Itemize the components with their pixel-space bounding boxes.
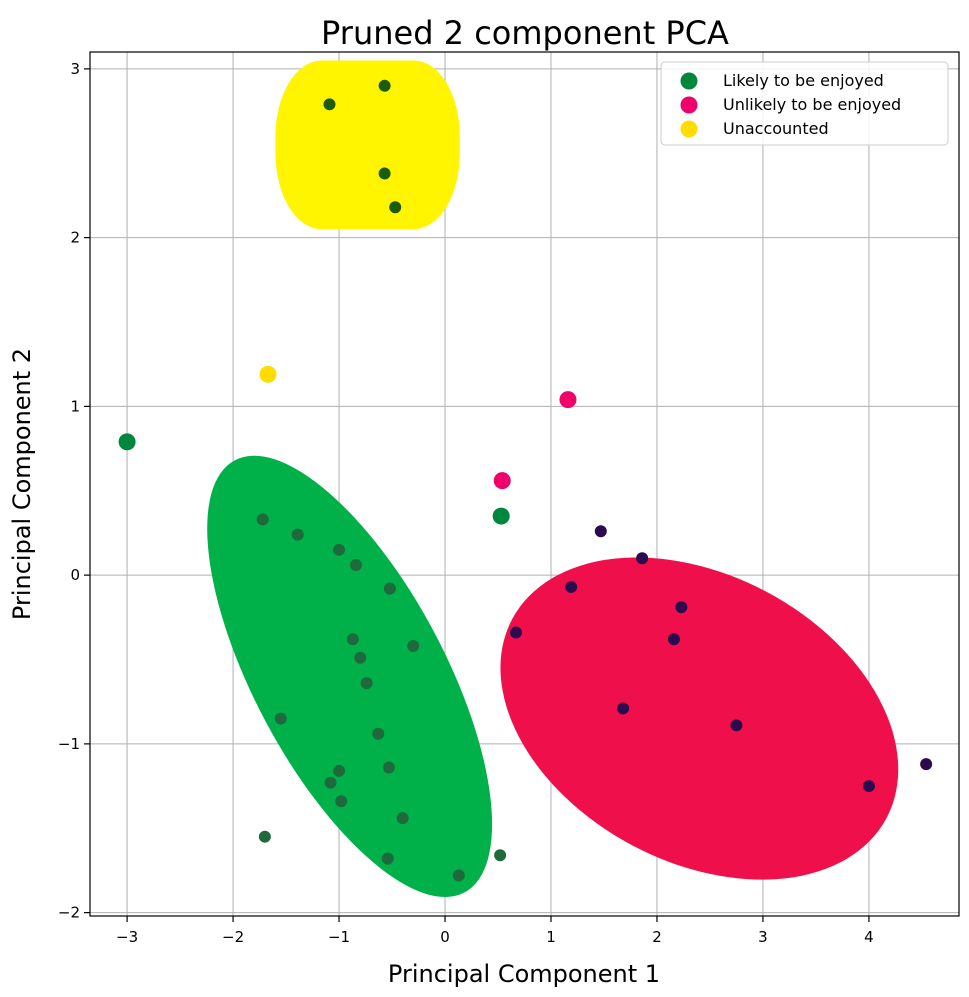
scatter-point: [493, 472, 511, 490]
scatter-point: [256, 513, 269, 526]
axis-ticks: −3 −2 −1 0 1 2 3 4 −2 −1 0 1 2 3: [58, 60, 874, 946]
legend-label: Likely to be enjoyed: [723, 71, 884, 90]
plot-frame: [89, 51, 960, 917]
scatter-point: [378, 79, 391, 92]
scatter-point: [354, 651, 367, 664]
scatter-point: [259, 365, 277, 383]
scatter-point: [324, 776, 337, 789]
y-tick-label: 3: [70, 60, 80, 78]
scatter-point: [258, 830, 271, 843]
scatter-point: [346, 633, 359, 646]
x-tick-label: 4: [864, 928, 874, 946]
legend: Likely to be enjoyed Unlikely to be enjoy…: [660, 61, 949, 146]
x-tick-label: 0: [440, 928, 450, 946]
x-tick-label: −2: [222, 928, 244, 946]
x-tick-label: −3: [116, 928, 138, 946]
scatter-point: [452, 869, 465, 882]
scatter-point: [335, 795, 348, 808]
scatter-point: [920, 758, 933, 771]
cluster-region: [207, 455, 493, 898]
y-tick-label: 1: [70, 397, 80, 415]
scatter-point: [372, 727, 385, 740]
scatter-point: [274, 712, 287, 725]
cluster-region: [500, 557, 899, 880]
legend-box: [660, 61, 949, 146]
x-tick-label: 2: [652, 928, 662, 946]
legend-marker: [680, 72, 698, 90]
cluster-region: [275, 60, 460, 230]
scatter-point: [407, 640, 420, 652]
scatter-point: [730, 719, 743, 732]
scatter-point: [862, 780, 875, 793]
scatter-point: [396, 812, 409, 825]
scatter-point: [360, 677, 373, 690]
scatter-point: [617, 702, 630, 715]
scatter-point: [382, 761, 395, 774]
x-tick-label: 1: [546, 928, 556, 946]
scatter-point: [494, 849, 507, 862]
y-tick-label: 0: [70, 566, 80, 584]
scatter-point: [492, 507, 510, 525]
x-axis-label: Principal Component 1: [388, 960, 660, 988]
y-tick-label: 2: [70, 229, 80, 247]
y-axis-label: Principal Component 2: [8, 348, 36, 620]
scatter-point: [381, 852, 394, 865]
y-tick-label: −2: [58, 904, 80, 922]
scatter-point: [565, 580, 578, 593]
scatter-point: [333, 764, 346, 777]
scatter-point: [333, 543, 346, 556]
x-tick-label: 3: [758, 928, 768, 946]
scatter-point: [636, 552, 649, 565]
scatter-point: [510, 626, 523, 639]
legend-marker: [680, 96, 698, 114]
legend-label: Unaccounted: [723, 119, 829, 138]
chart-title: Pruned 2 component PCA: [321, 14, 729, 52]
scatter-point: [559, 391, 577, 409]
cluster-regions: [207, 60, 899, 898]
legend-label: Unlikely to be enjoyed: [723, 95, 901, 114]
scatter-point: [594, 525, 607, 538]
x-tick-label: −1: [328, 928, 350, 946]
scatter-point: [675, 601, 688, 614]
scatter-point: [291, 528, 304, 541]
scatter-point: [378, 167, 391, 180]
data-points: [118, 79, 933, 882]
scatter-point: [349, 559, 362, 571]
y-tick-label: −1: [58, 735, 80, 753]
legend-marker: [680, 120, 698, 138]
scatter-point: [118, 433, 136, 451]
scatter-point: [667, 633, 680, 646]
scatter-point: [389, 201, 402, 214]
scatter-point: [323, 98, 336, 111]
scatter-point: [383, 582, 396, 595]
